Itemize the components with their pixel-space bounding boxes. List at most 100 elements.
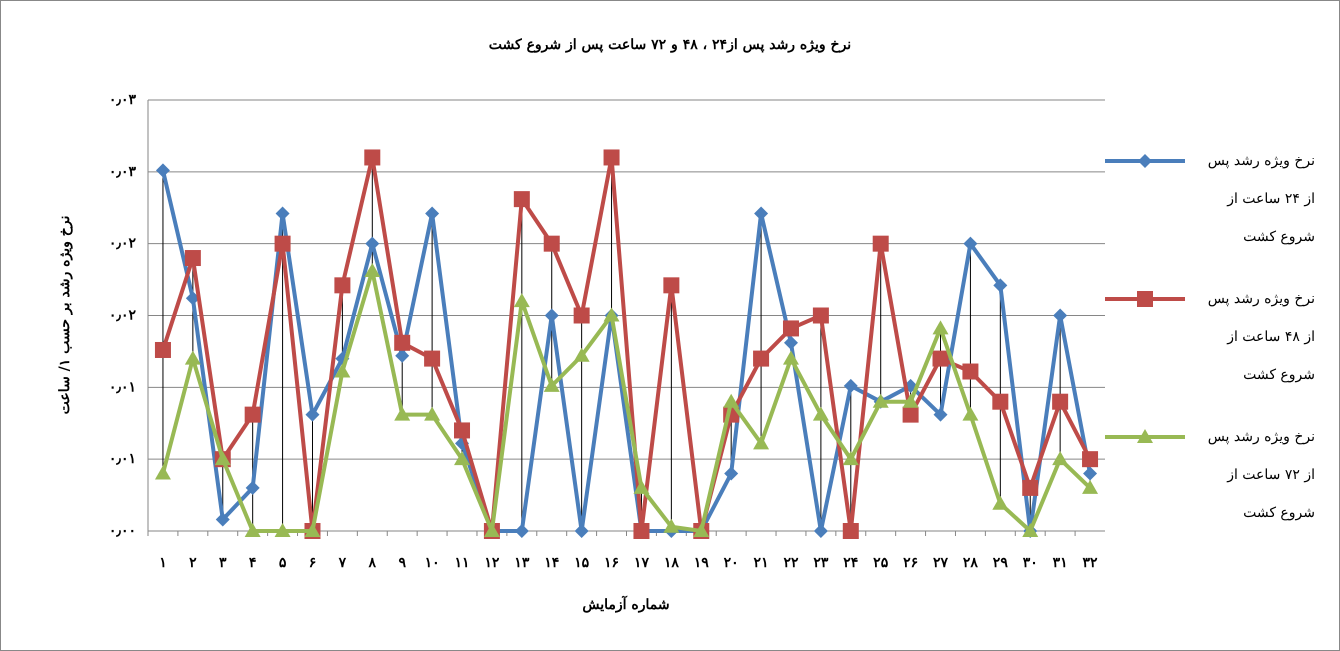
marker — [782, 350, 799, 365]
marker — [1082, 479, 1099, 494]
marker — [842, 451, 859, 466]
marker — [274, 523, 291, 537]
x-tick-label: ۳۲ — [1083, 555, 1099, 571]
y-axis-title: نرخ ویژه رشد بر حسب ۱/ ساعت — [57, 216, 73, 415]
marker — [812, 406, 829, 421]
marker — [693, 523, 710, 537]
y-tick-label: ۰٫۰۱ — [109, 451, 136, 467]
marker — [573, 307, 590, 324]
marker — [872, 393, 889, 408]
x-tick-label: ۱۵ — [574, 555, 590, 571]
marker — [663, 277, 680, 294]
x-tick-label: ۱۸ — [664, 555, 680, 571]
marker — [154, 465, 171, 480]
marker — [394, 406, 411, 421]
marker — [753, 350, 770, 367]
marker — [723, 393, 740, 408]
marker — [275, 206, 290, 221]
marker — [902, 406, 919, 423]
marker — [663, 518, 680, 533]
x-tick-label: ۲۲ — [783, 555, 799, 571]
marker — [244, 406, 261, 423]
marker — [962, 406, 979, 421]
series-line — [161, 155, 1092, 533]
marker — [843, 378, 858, 393]
marker — [574, 524, 589, 538]
legend-marker — [1137, 291, 1153, 307]
marker — [992, 495, 1009, 510]
marker — [215, 512, 230, 527]
marker — [184, 250, 201, 267]
marker — [603, 149, 620, 166]
chart-title: نرخ ویژه رشد پس از۲۴ ، ۴۸ و ۷۲ ساعت پس ا… — [489, 37, 851, 53]
series-line — [161, 268, 1092, 533]
marker — [753, 435, 770, 450]
y-tick-label: ۰٫۰۲ — [109, 308, 137, 324]
marker — [543, 377, 560, 392]
marker — [933, 407, 948, 422]
x-tick-label: ۲۴ — [843, 555, 858, 571]
y-tick-label: ۰٫۰۰ — [109, 523, 136, 539]
x-tick-label: ۴ — [249, 555, 257, 571]
marker — [544, 308, 559, 323]
marker — [543, 235, 560, 252]
marker — [1022, 523, 1039, 537]
x-tick-label: ۲۰ — [724, 555, 739, 571]
x-tick-label: ۲ — [189, 555, 197, 571]
marker — [1052, 393, 1069, 410]
marker — [1052, 451, 1069, 466]
x-tick-label: ۱۹ — [694, 555, 710, 571]
x-tick-label: ۱ — [159, 555, 167, 571]
marker — [305, 407, 320, 422]
marker — [394, 334, 411, 351]
x-tick-label: ۱۶ — [604, 555, 619, 571]
x-tick-label: ۶ — [309, 555, 317, 571]
marker — [454, 422, 471, 439]
marker — [992, 393, 1009, 410]
marker — [274, 235, 291, 252]
marker — [783, 335, 798, 350]
x-tick-label: ۸ — [368, 555, 377, 571]
x-tick-label: ۱۳ — [514, 555, 530, 571]
marker — [395, 348, 410, 363]
y-tick-label: ۰٫۰۳ — [109, 164, 137, 180]
marker — [1022, 479, 1039, 496]
marker — [214, 451, 231, 466]
marker — [932, 320, 949, 335]
x-tick-label: ۳۱ — [1053, 555, 1068, 571]
x-tick-label: ۲۸ — [963, 555, 979, 571]
x-tick-label: ۳ — [219, 555, 227, 571]
y-tick-label: ۰٫۰۱ — [109, 379, 136, 395]
marker — [842, 523, 859, 539]
x-tick-label: ۷ — [338, 555, 347, 571]
x-axis-title: شماره آزمایش — [582, 595, 669, 613]
y-tick-label: ۰٫۰۲ — [109, 236, 137, 252]
marker — [573, 347, 590, 362]
marker — [782, 320, 799, 337]
x-tick-label: ۱۰ — [425, 555, 440, 571]
marker — [902, 393, 919, 408]
marker — [184, 350, 201, 365]
legend-label: نرخ ویژه رشد پس از ۷۲ ساعت از شروع کشت — [1207, 429, 1315, 521]
marker — [932, 350, 949, 367]
x-tick-label: ۳۰ — [1023, 555, 1038, 571]
marker — [754, 206, 769, 221]
marker — [813, 524, 828, 538]
marker — [603, 307, 620, 322]
x-tick-label: ۹ — [398, 555, 406, 571]
marker — [454, 451, 471, 466]
x-tick-label: ۲۷ — [933, 555, 949, 571]
marker — [155, 163, 170, 178]
x-tick-label: ۲۳ — [813, 555, 829, 571]
y-tick-label: ۰٫۰۳ — [109, 92, 137, 108]
x-tick-label: ۲۶ — [903, 555, 918, 571]
x-tick-label: ۱۲ — [484, 555, 500, 571]
marker — [483, 523, 500, 537]
marker — [364, 262, 381, 277]
marker — [514, 524, 529, 538]
marker — [304, 523, 321, 537]
x-tick-label: ۱۴ — [544, 555, 559, 571]
x-tick-label: ۵ — [279, 555, 287, 571]
legend-label: نرخ ویژه رشد پس از ۴۸ ساعت از شروع کشت — [1207, 291, 1315, 383]
marker — [633, 479, 650, 494]
